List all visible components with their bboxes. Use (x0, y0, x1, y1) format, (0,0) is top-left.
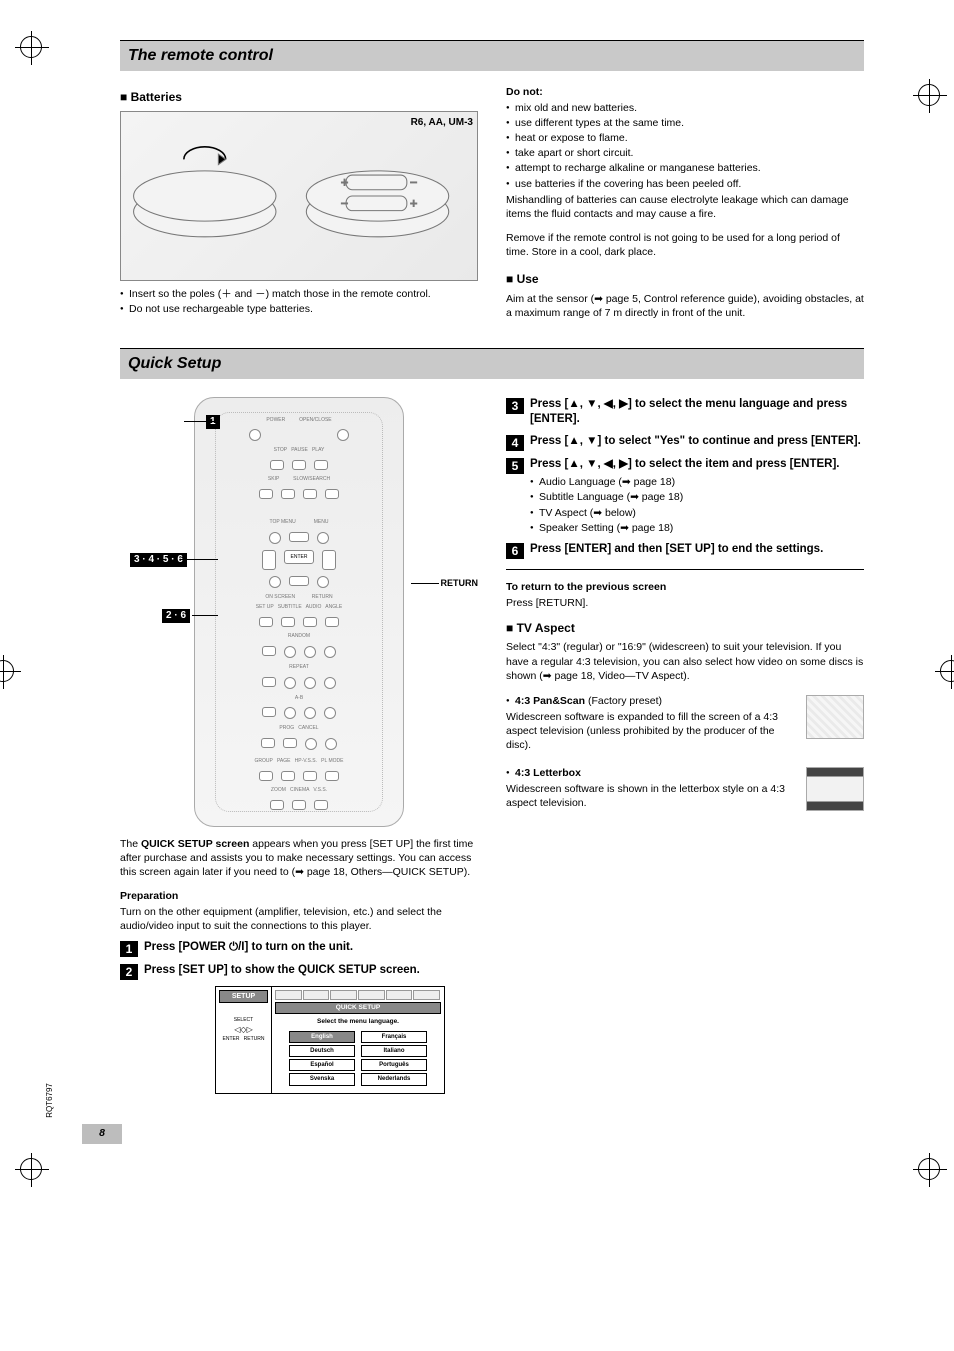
battery-figure: R6, AA, UM-3 − + (120, 111, 478, 281)
donot-para: Remove if the remote control is not goin… (506, 231, 864, 259)
battery-note: Insert so the poles (＋ and －) match thos… (120, 287, 478, 301)
step-text: Press [▲, ▼] to select "Yes" to continue… (530, 434, 861, 451)
step-number-icon: 4 (506, 435, 524, 451)
svg-text:−: − (341, 196, 348, 210)
remote-outline: POWER OPEN/CLOSE STOP PAUSE PLAY SKIP SL… (194, 397, 404, 827)
step-number-icon: 3 (506, 398, 524, 414)
step-number-icon: 5 (506, 458, 524, 474)
preparation-text: Turn on the other equipment (amplifier, … (120, 905, 478, 933)
remote-control-title: The remote control (128, 45, 856, 67)
crop-mark-icon (20, 36, 42, 58)
quick-columns: POWER OPEN/CLOSE STOP PAUSE PLAY SKIP SL… (120, 391, 864, 1094)
svg-text:+: + (341, 175, 348, 189)
lang-option: English (289, 1031, 355, 1043)
setup-tabs (275, 990, 441, 1000)
step-number-icon: 6 (506, 543, 524, 559)
col-right: Do not: mix old and new batteries. use d… (506, 83, 864, 322)
step-text: Press [POWER ⏻/I] to turn on the unit. (144, 940, 353, 957)
setup-screen-right: QUICK SETUP Select the menu language. En… (272, 987, 444, 1093)
svg-text:+: + (410, 196, 417, 210)
lang-option: Português (361, 1059, 427, 1071)
step-number-icon: 2 (120, 964, 138, 980)
lang-option: Nederlands (361, 1073, 427, 1085)
donot-item: attempt to recharge alkaline or manganes… (506, 161, 864, 175)
step5-sub: TV Aspect (➡ below) (530, 506, 840, 520)
lang-option: Italiano (361, 1045, 427, 1057)
preparation-heading: Preparation (120, 889, 478, 903)
col-right: 3 Press [▲, ▼, ◀, ▶] to select the menu … (506, 391, 864, 1094)
step5-sub: Speaker Setting (➡ page 18) (530, 521, 840, 535)
quick-setup-title: Quick Setup (128, 353, 856, 375)
crop-mark-icon (918, 1158, 940, 1180)
tvaspect-opt2: 4:3 Letterbox Widescreen software is sho… (506, 765, 864, 815)
use-heading: Use (506, 271, 864, 287)
donot-item: use different types at the same time. (506, 116, 864, 130)
callout-return: RETURN (411, 577, 479, 589)
donot-item: heat or expose to flame. (506, 131, 864, 145)
battery-diagram-icon: − + + − (121, 112, 477, 280)
callout-line (192, 615, 218, 616)
lang-option: Español (289, 1059, 355, 1071)
callout-26: 2 · 6 (162, 609, 190, 623)
step-5: 5 Press [▲, ▼, ◀, ▶] to select the item … (506, 457, 864, 536)
donot-item: take apart or short circuit. (506, 146, 864, 160)
page: The remote control Batteries R6, AA, UM-… (0, 0, 954, 1184)
setup-enter-return: ENTER RETURN (219, 1036, 268, 1043)
remote-figure: POWER OPEN/CLOSE STOP PAUSE PLAY SKIP SL… (120, 397, 478, 827)
step-text: Press [SET UP] to show the QUICK SETUP s… (144, 963, 420, 980)
doc-code: RQT6797 (45, 1083, 56, 1118)
setup-screen-left: SETUP SELECT ◁◇▷ ENTER RETURN (216, 987, 272, 1093)
setup-select-label: SELECT (219, 1017, 268, 1024)
use-text: Aim at the sensor (➡ page 5, Control ref… (506, 292, 864, 320)
step-3: 3 Press [▲, ▼, ◀, ▶] to select the menu … (506, 397, 864, 428)
battery-note: Do not use rechargeable type batteries. (120, 302, 478, 316)
tvaspect-opt1: 4:3 Pan&Scan (Factory preset) Widescreen… (506, 693, 864, 755)
step-text: Press [ENTER] and then [SET UP] to end t… (530, 542, 823, 559)
col-left: Batteries R6, AA, UM-3 (120, 83, 478, 322)
donot-item: mix old and new batteries. (506, 101, 864, 115)
quick-intro: The QUICK SETUP screen appears when you … (120, 837, 478, 880)
step-text: Press [▲, ▼, ◀, ▶] to select the item an… (530, 457, 840, 473)
batteries-heading: Batteries (120, 89, 478, 105)
donot-item: use batteries if the covering has been p… (506, 177, 864, 191)
setup-label: SETUP (219, 990, 268, 1003)
crop-mark-icon (0, 660, 14, 682)
setup-msg: Select the menu language. (275, 1014, 441, 1031)
lang-option: Français (361, 1031, 427, 1043)
section-title: The remote control (120, 40, 864, 71)
setup-screen: SETUP SELECT ◁◇▷ ENTER RETURN QUICK SETU… (215, 986, 445, 1094)
col-left: POWER OPEN/CLOSE STOP PAUSE PLAY SKIP SL… (120, 391, 478, 1094)
step-2: 2 Press [SET UP] to show the QUICK SETUP… (120, 963, 478, 980)
callout-line (180, 559, 218, 560)
return-heading: To return to the previous screen (506, 580, 864, 594)
divider (506, 569, 864, 570)
donot-para: Mishandling of batteries can cause elect… (506, 193, 864, 221)
return-text: Press [RETURN]. (506, 596, 864, 610)
language-grid: English Français Deutsch Italiano Españo… (275, 1031, 441, 1089)
step5-sub: Audio Language (➡ page 18) (530, 475, 840, 489)
page-number: 8 (82, 1124, 122, 1144)
step-text: Press [▲, ▼, ◀, ▶] to select the menu la… (530, 397, 864, 428)
crop-mark-icon (20, 1158, 42, 1180)
tvaspect-heading: TV Aspect (506, 620, 864, 636)
step5-sub: Subtitle Language (➡ page 18) (530, 490, 840, 504)
setup-bar: QUICK SETUP (275, 1002, 441, 1015)
crop-mark-icon (918, 84, 940, 106)
callout-3456: 3 · 4 · 5 · 6 (130, 553, 187, 567)
svg-text:−: − (410, 175, 417, 189)
tvaspect-intro: Select "4:3" (regular) or "16:9" (widesc… (506, 640, 864, 683)
lang-option: Deutsch (289, 1045, 355, 1057)
callout-1: 1 (206, 415, 220, 429)
crop-mark-icon (940, 660, 954, 682)
section-title: Quick Setup (120, 348, 864, 379)
callout-line (184, 421, 218, 422)
step-4: 4 Press [▲, ▼] to select "Yes" to contin… (506, 434, 864, 451)
lang-option: Svenska (289, 1073, 355, 1085)
step-number-icon: 1 (120, 941, 138, 957)
remote-columns: Batteries R6, AA, UM-3 (120, 83, 864, 322)
page-footer: RQT6797 8 (60, 1124, 894, 1144)
donot-heading: Do not: (506, 85, 864, 99)
step-1: 1 Press [POWER ⏻/I] to turn on the unit. (120, 940, 478, 957)
step-6: 6 Press [ENTER] and then [SET UP] to end… (506, 542, 864, 559)
